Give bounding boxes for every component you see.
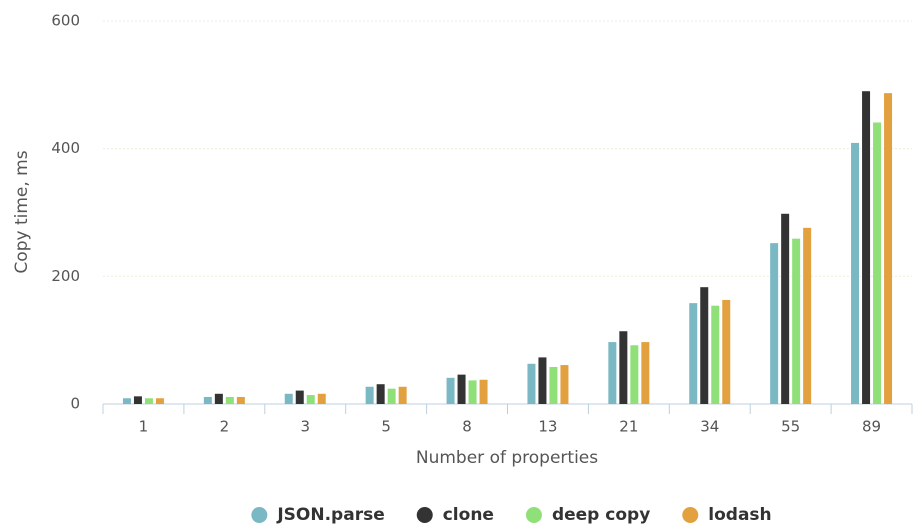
x-tick-label: 89 [862,418,881,436]
bar [284,393,293,404]
bar [468,380,477,404]
y-tick-label: 400 [51,139,80,157]
legend-label: JSON.parse [276,505,384,525]
bar [295,390,304,404]
bar [225,396,234,404]
bar [398,386,407,404]
bar [376,384,385,404]
legend-marker [251,507,268,523]
bar [122,398,131,404]
bar [689,303,698,404]
bar [630,345,639,404]
bar [203,396,212,404]
legend-label: lodash [708,505,771,525]
bar [851,142,860,404]
bar [884,93,893,405]
bar [144,398,153,404]
y-tick-label: 600 [51,12,80,30]
bar [641,342,650,404]
y-tick-label: 0 [70,395,80,413]
x-tick-label: 1 [139,418,149,436]
x-tick-label: 55 [781,418,800,436]
y-axis-title: Copy time, ms [12,150,32,273]
x-tick-label: 2 [220,418,230,436]
bar [549,366,558,404]
bar [133,396,142,404]
bar [722,299,731,404]
bar [538,357,547,404]
bar [792,238,801,404]
bar [873,122,882,405]
x-tick-label: 5 [381,418,391,436]
bar [306,395,315,404]
x-tick-label: 8 [462,418,472,436]
legend-marker [416,507,433,523]
x-axis-title: Number of properties [416,448,598,468]
legend-marker [525,507,542,523]
bar [619,331,628,404]
bar [479,379,488,404]
bar [803,227,812,404]
bar [317,393,326,404]
bar [700,287,709,404]
bar [770,243,779,404]
bar [446,377,455,404]
x-tick-label: 3 [300,418,310,436]
bar [862,91,871,404]
bar [560,365,569,404]
x-tick-label: 34 [700,418,719,436]
bar [781,213,790,404]
bar [214,393,223,404]
bar [711,305,720,404]
bar [457,374,466,404]
x-tick-label: 13 [538,418,557,436]
bar [236,396,245,404]
bar [387,388,396,404]
legend-label: deep copy [552,505,650,525]
x-tick-label: 21 [619,418,638,436]
legend-marker [682,507,699,523]
bar [527,363,536,404]
bar [608,342,617,404]
bar [155,398,164,404]
y-tick-label: 200 [51,267,80,285]
legend-label: clone [443,505,494,525]
bar [365,386,374,404]
